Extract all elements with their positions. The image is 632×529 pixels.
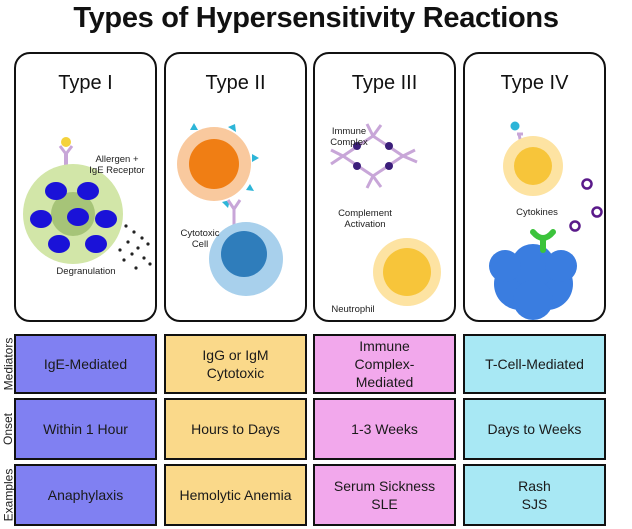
cell-text: Hours to Days bbox=[191, 421, 280, 437]
immune-complex-label: Immune Complex bbox=[330, 126, 368, 148]
cell-text: Rash SJS bbox=[518, 478, 551, 512]
panel-type-3: Type III Immune Complex Complement Activ… bbox=[313, 52, 456, 322]
cell-examples-type-4: Rash SJS bbox=[463, 464, 606, 526]
target-cell-icon bbox=[177, 123, 259, 208]
mhc-receptor-icon bbox=[530, 229, 556, 253]
cell-mediators-type-4: T-Cell-Mediated bbox=[463, 334, 606, 394]
type-4-illustration bbox=[489, 121, 603, 320]
cell-text: T-Cell-Mediated bbox=[485, 356, 584, 372]
cell-onset-type-2: Hours to Days bbox=[164, 398, 307, 460]
cell-mediators-type-3: Immune Complex- Mediated bbox=[313, 334, 456, 394]
ige-receptor-icon bbox=[58, 145, 74, 166]
neutrophil-icon bbox=[373, 238, 441, 306]
type-1-illustration bbox=[23, 137, 152, 270]
cell-text: Hemolytic Anemia bbox=[179, 487, 292, 503]
cell-text: 1-3 Weeks bbox=[351, 421, 418, 437]
cell-text: IgE-Mediated bbox=[43, 356, 128, 372]
cell-onset-type-1: Within 1 Hour bbox=[14, 398, 157, 460]
cell-examples-type-1: Anaphylaxis bbox=[14, 464, 157, 526]
cell-mediators-type-2: IgG or IgM Cytotoxic bbox=[164, 334, 307, 394]
antigen-icon bbox=[510, 121, 520, 131]
granules-icon bbox=[118, 224, 152, 270]
degranulation-label: Degranulation bbox=[56, 266, 116, 277]
panel-type-4: Type IV Cytokines bbox=[463, 52, 606, 322]
cytotoxic-cell-label: Cytotoxic Cell bbox=[180, 228, 220, 250]
type-3-illustration bbox=[330, 123, 441, 306]
cell-text: Serum Sickness SLE bbox=[333, 478, 436, 512]
panel-title-type-3: Type III bbox=[351, 72, 418, 94]
cell-text: Anaphylaxis bbox=[47, 487, 124, 503]
neutrophil-label: Neutrophil bbox=[331, 304, 375, 315]
cytotoxic-cell-icon bbox=[209, 222, 283, 296]
cytokines-icon bbox=[569, 178, 603, 232]
page-title: Types of Hypersensitivity Reactions bbox=[73, 2, 559, 34]
allergen-icon bbox=[61, 137, 71, 147]
cell-text: IgG or IgM Cytotoxic bbox=[202, 347, 269, 381]
t-cell-icon bbox=[503, 136, 563, 196]
target-tissue-icon bbox=[489, 244, 577, 320]
cell-onset-type-3: 1-3 Weeks bbox=[313, 398, 456, 460]
cell-examples-type-2: Hemolytic Anemia bbox=[164, 464, 307, 526]
cell-text: Days to Weeks bbox=[487, 421, 582, 437]
antigen-icon bbox=[353, 142, 393, 170]
panel-type-1: Type I Allergen + IgE Receptor Degranula… bbox=[14, 52, 157, 322]
cytokines-label: Cytokines bbox=[516, 207, 558, 218]
cell-text: Within 1 Hour bbox=[43, 421, 128, 437]
panel-title-type-2: Type II bbox=[205, 72, 266, 94]
allergen-label: Allergen + IgE Receptor bbox=[89, 154, 145, 176]
cell-onset-type-4: Days to Weeks bbox=[463, 398, 606, 460]
cell-mediators-type-1: IgE-Mediated bbox=[14, 334, 157, 394]
mast-cell-icon bbox=[23, 164, 123, 264]
cell-text: Immune Complex- Mediated bbox=[354, 338, 415, 390]
type-2-illustration bbox=[177, 123, 283, 296]
panel-title-type-4: Type IV bbox=[500, 72, 569, 94]
cell-examples-type-3: Serum Sickness SLE bbox=[313, 464, 456, 526]
complement-activation-label: Complement Activation bbox=[338, 208, 392, 230]
antibody-icon bbox=[226, 199, 242, 226]
panel-title-type-1: Type I bbox=[58, 72, 113, 94]
panel-type-2: Type II Cytotoxic Cell bbox=[164, 52, 307, 322]
